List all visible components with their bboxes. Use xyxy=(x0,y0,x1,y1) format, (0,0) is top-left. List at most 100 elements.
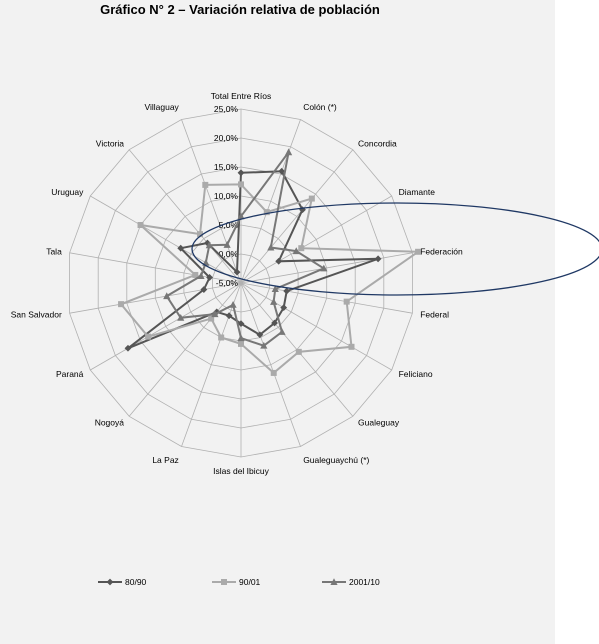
data-point xyxy=(137,222,144,228)
series-80/90 xyxy=(124,167,382,352)
tick-label: 10,0% xyxy=(214,191,239,201)
data-point xyxy=(330,578,338,585)
legend-item: 90/01 xyxy=(212,577,261,587)
legend-item: 80/90 xyxy=(98,577,147,587)
data-point xyxy=(202,181,209,188)
data-point xyxy=(233,268,241,276)
tick-label: 20,0% xyxy=(214,133,239,143)
data-point xyxy=(263,209,270,216)
category-label: Villaguay xyxy=(144,102,179,112)
category-label: Gualeguay xyxy=(358,417,400,427)
category-label: Uruguay xyxy=(51,187,84,197)
data-point xyxy=(205,241,213,249)
category-label: Colón (*) xyxy=(303,102,337,112)
category-label: Federación xyxy=(420,246,463,256)
data-point xyxy=(213,308,221,316)
data-point xyxy=(238,340,244,347)
category-label: Paraná xyxy=(56,369,84,379)
grid-spoke xyxy=(128,282,242,417)
data-point xyxy=(271,285,279,293)
category-label: Nogoyá xyxy=(95,417,125,427)
data-point xyxy=(223,241,231,248)
grid-spoke xyxy=(240,252,413,284)
grid-spoke xyxy=(240,282,392,371)
data-point xyxy=(256,331,264,339)
highlight-ellipse xyxy=(191,202,599,296)
grid-spoke xyxy=(181,282,242,447)
legend-item: 2001/10 xyxy=(322,577,380,587)
grid-spoke xyxy=(240,195,392,284)
data-point xyxy=(196,231,203,238)
category-label: Islas del Ibicuy xyxy=(213,466,269,476)
chart-title: Gráfico N° 2 – Variación relativa de pob… xyxy=(100,2,380,17)
data-point xyxy=(278,167,286,175)
series-90/01 xyxy=(118,181,422,376)
grid-spoke xyxy=(240,282,301,447)
data-point xyxy=(177,314,185,321)
data-point xyxy=(283,287,291,295)
data-point xyxy=(298,245,305,252)
data-point xyxy=(271,319,278,327)
legend-label: 80/90 xyxy=(125,577,147,587)
data-point xyxy=(218,334,225,341)
data-point xyxy=(270,298,278,305)
data-point xyxy=(320,264,328,272)
data-point xyxy=(237,212,245,220)
category-label: Tala xyxy=(46,246,62,256)
data-point xyxy=(237,320,245,327)
category-label: Diamante xyxy=(399,187,436,197)
data-point xyxy=(267,243,275,251)
data-point xyxy=(211,310,219,318)
data-point xyxy=(221,579,227,585)
legend-label: 90/01 xyxy=(239,577,261,587)
category-labels: Total Entre Ríos Colón (*) Concordia Diaman… xyxy=(11,91,463,476)
radial-tick-labels: -5,0% 0,0% 5,0% 10,0% 15,0% 20,0% 25,0% xyxy=(214,104,239,288)
series-2001/10 xyxy=(163,148,328,349)
category-label: Victoria xyxy=(96,139,124,149)
legend-label: 2001/10 xyxy=(349,577,380,587)
data-point xyxy=(285,148,293,156)
tick-label: 5,0% xyxy=(219,220,239,230)
data-point xyxy=(177,244,185,252)
data-point xyxy=(415,248,422,255)
grid-spoke xyxy=(240,149,354,284)
data-point xyxy=(278,328,286,335)
tick-label: 15,0% xyxy=(214,162,239,172)
data-series xyxy=(118,148,422,376)
data-point xyxy=(237,334,245,342)
data-point xyxy=(295,348,302,355)
data-point xyxy=(275,257,283,265)
data-point xyxy=(238,181,244,188)
data-point xyxy=(348,343,355,350)
data-point xyxy=(292,247,300,255)
grid-spoke xyxy=(181,119,242,284)
data-point xyxy=(145,333,152,340)
data-point xyxy=(197,272,205,279)
legend: 80/90 90/01 2001/10 xyxy=(98,577,380,587)
category-label: San Salvador xyxy=(11,310,62,320)
data-point xyxy=(308,195,315,202)
grid-spoke xyxy=(240,282,413,314)
category-label: Feliciano xyxy=(399,369,433,379)
category-label: La Paz xyxy=(152,455,178,465)
data-point xyxy=(280,304,288,312)
grid-spoke xyxy=(90,195,242,284)
category-label: Federal xyxy=(420,310,449,320)
chart-background-panel xyxy=(0,0,555,644)
category-label: Gualeguaychú (*) xyxy=(303,455,369,465)
data-point xyxy=(206,274,213,281)
grid-spoke xyxy=(69,282,242,314)
data-point xyxy=(200,286,208,293)
data-point xyxy=(208,315,215,322)
data-point xyxy=(299,206,306,214)
radar-grid xyxy=(69,108,413,458)
data-point xyxy=(374,255,382,263)
data-point xyxy=(343,298,350,305)
data-point xyxy=(106,578,114,586)
data-point xyxy=(163,292,171,300)
data-point xyxy=(192,271,199,278)
data-point xyxy=(237,169,245,177)
data-point xyxy=(270,369,277,376)
tick-label: 25,0% xyxy=(214,104,239,114)
